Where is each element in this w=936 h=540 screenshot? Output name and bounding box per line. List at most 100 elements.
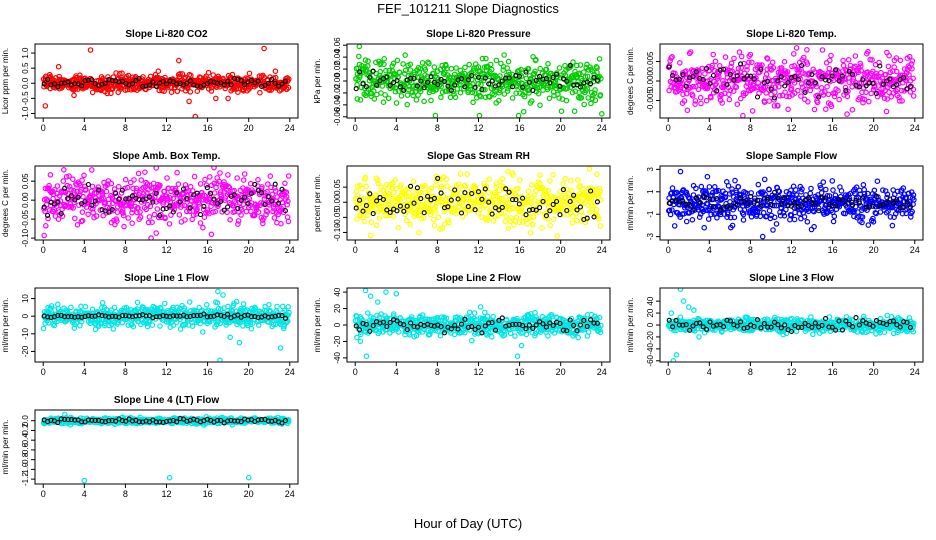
raw-point: [830, 218, 837, 225]
mean-point: [204, 314, 210, 320]
raw-point: [164, 175, 170, 181]
raw-point: [41, 232, 48, 239]
mean-point: [516, 201, 522, 207]
mean-point: [887, 76, 893, 82]
outlier-point: [476, 112, 483, 118]
outlier-point: [354, 96, 361, 102]
raw-point: [469, 89, 476, 96]
raw-point: [125, 215, 132, 221]
raw-point: [730, 88, 737, 95]
mean-point: [567, 62, 573, 68]
raw-point: [217, 170, 223, 176]
mean-point: [248, 314, 254, 320]
raw-point: [182, 182, 189, 188]
mean-point: [738, 61, 744, 67]
mean-point: [235, 312, 241, 318]
mean-point: [411, 200, 417, 206]
mean-point: [163, 313, 170, 319]
raw-point: [569, 89, 576, 96]
raw-point: [776, 93, 783, 99]
raw-point: [106, 85, 112, 92]
raw-point: [254, 203, 260, 209]
mean-point: [89, 313, 95, 319]
mean-point: [591, 74, 597, 80]
raw-point: [154, 206, 161, 212]
outlier-point: [886, 52, 892, 59]
raw-point: [71, 325, 78, 331]
raw-point: [285, 312, 291, 319]
raw-point: [585, 192, 591, 199]
mean-point: [782, 83, 788, 89]
raw-point: [141, 191, 147, 197]
raw-point: [578, 199, 585, 205]
raw-point: [776, 188, 783, 195]
mean-point: [486, 199, 492, 205]
raw-point: [170, 195, 177, 202]
raw-point: [490, 218, 497, 224]
mean-point: [754, 94, 761, 100]
raw-point: [422, 67, 429, 73]
outlier-point: [213, 299, 219, 305]
mean-point: [214, 80, 220, 86]
mean-point: [153, 190, 159, 196]
raw-point: [581, 101, 588, 108]
raw-point: [698, 100, 704, 107]
raw-point: [147, 203, 154, 210]
raw-point: [70, 176, 76, 183]
mean-point: [574, 207, 580, 213]
mean-point: [904, 199, 910, 205]
y-tick-label: -0.5: [21, 91, 30, 105]
mean-point: [489, 211, 495, 217]
raw-point: [251, 212, 258, 219]
raw-point: [547, 222, 554, 229]
mean-point: [153, 83, 159, 89]
mean-point: [55, 312, 61, 319]
raw-point: [479, 55, 486, 62]
mean-point: [751, 76, 757, 82]
raw-point: [729, 222, 736, 229]
mean-point: [571, 192, 577, 198]
raw-point: [187, 89, 194, 95]
raw-point: [771, 202, 778, 209]
y-axis-label: kPa per min.: [313, 59, 322, 104]
raw-point: [910, 93, 917, 99]
raw-point: [501, 91, 508, 97]
raw-point: [173, 319, 180, 326]
raw-point: [568, 187, 575, 194]
raw-point: [822, 186, 829, 193]
raw-point: [205, 307, 212, 314]
mean-point: [812, 80, 818, 86]
raw-point: [200, 224, 206, 231]
raw-point: [815, 205, 822, 211]
raw-point: [871, 187, 878, 194]
mean-point: [577, 204, 583, 210]
raw-point: [433, 182, 439, 188]
panel-title: Slope Li-820 CO2: [125, 29, 208, 40]
raw-point: [484, 313, 491, 320]
outlier-point: [223, 322, 229, 328]
raw-point: [77, 72, 83, 79]
mean-point: [516, 73, 522, 79]
raw-point: [406, 207, 413, 214]
raw-point: [466, 61, 473, 68]
mean-point: [367, 74, 373, 80]
mean-point: [65, 314, 71, 320]
raw-point: [90, 209, 96, 216]
mean-point: [761, 196, 767, 202]
mean-point: [506, 75, 512, 81]
raw-point: [266, 301, 272, 308]
mean-point: [259, 190, 265, 196]
raw-point: [578, 95, 585, 101]
raw-point: [392, 177, 399, 183]
x-tick-label: 24: [597, 245, 607, 255]
mean-point: [441, 78, 448, 85]
raw-point: [118, 190, 125, 196]
outlier-point: [272, 68, 279, 75]
mean-point: [79, 201, 85, 207]
raw-point: [407, 221, 414, 228]
raw-point: [689, 93, 696, 99]
raw-point: [373, 222, 380, 229]
mean-point: [99, 313, 105, 319]
raw-point: [432, 203, 439, 210]
raw-point: [768, 91, 774, 98]
